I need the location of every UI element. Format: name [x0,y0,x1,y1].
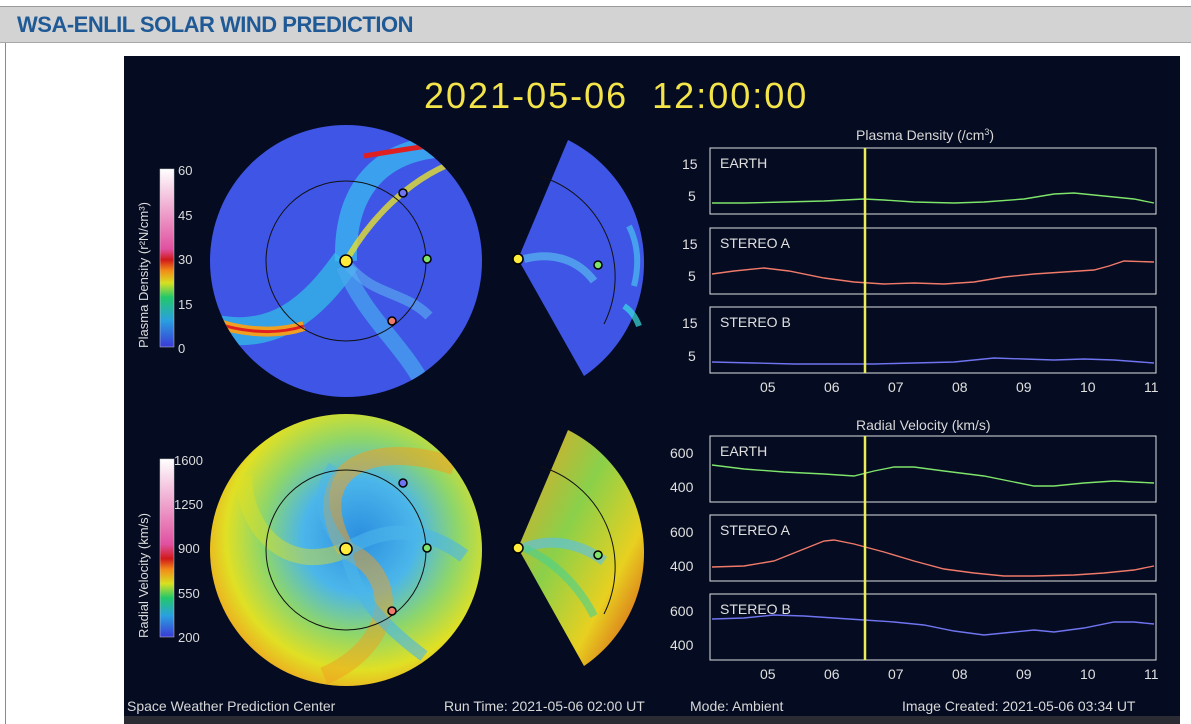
velocity-x-axis: 05 06 07 08 09 10 11 [760,666,1159,682]
velocity-stereo-b-plot: STEREO B 600 400 [670,593,1157,661]
page-title: WSA-ENLIL SOLAR WIND PREDICTION [17,12,413,37]
velocity-stereo-a-plot: STEREO A 600 400 [670,514,1157,582]
velocity-colorbar [159,458,175,638]
svg-text:EARTH: EARTH [720,155,767,171]
density-colorbar-label: Plasma Density (r²N/cm³) [136,202,151,348]
density-stereo-a-plot: STEREO A 15 5 [682,227,1157,295]
svg-text:400: 400 [670,558,694,574]
svg-text:STEREO B: STEREO B [720,314,791,330]
velocity-cb-tick: 900 [178,541,200,556]
density-colorbar [159,168,175,348]
svg-text:08: 08 [952,379,968,395]
earth-marker [422,543,432,553]
svg-text:10: 10 [1080,379,1096,395]
stereo-b-marker [398,188,408,198]
footer-run-time: Run Time: 2021-05-06 02:00 UT [444,698,645,714]
svg-text:15: 15 [682,236,698,252]
sun-marker [339,542,353,556]
density-cb-tick: 15 [178,297,192,312]
svg-text:STEREO A: STEREO A [720,235,791,251]
density-meridional-wedge [518,140,645,376]
timestamp: 2021-05-06 12:00:00 [424,75,808,116]
svg-text:5: 5 [688,268,696,284]
svg-text:08: 08 [952,666,968,682]
wedge-earth-marker [593,550,603,560]
density-plots-title: Plasma Density (/cm3) [856,127,994,143]
sun-marker [339,254,353,268]
svg-text:STEREO A: STEREO A [720,522,791,538]
density-x-axis: 05 06 07 08 09 10 11 [760,379,1159,395]
svg-text:5: 5 [688,348,696,364]
top-strip [0,0,1191,7]
svg-text:11: 11 [1144,666,1159,682]
density-cb-tick: 0 [178,341,185,356]
svg-text:10: 10 [1080,666,1096,682]
footer-created: Image Created: 2021-05-06 03:34 UT [902,698,1136,714]
svg-text:06: 06 [824,666,840,682]
stereo-a-marker [387,316,397,326]
svg-text:05: 05 [760,666,776,682]
wedge-earth-marker [593,260,603,270]
velocity-plots-title: Radial Velocity (km/s) [856,417,991,433]
svg-text:07: 07 [888,666,904,682]
enlil-visualization: 2021-05-06 12:00:00 60 45 30 15 0 Plasma [124,56,1180,724]
svg-text:400: 400 [670,479,694,495]
svg-text:09: 09 [1016,379,1032,395]
velocity-meridional-wedge [518,430,645,666]
svg-text:09: 09 [1016,666,1032,682]
velocity-earth-plot: EARTH 600 400 [670,435,1157,503]
svg-text:5: 5 [688,188,696,204]
svg-text:STEREO B: STEREO B [720,601,791,617]
velocity-colorbar-label: Radial Velocity (km/s) [136,513,151,638]
svg-text:05: 05 [760,379,776,395]
velocity-cb-tick: 550 [178,586,200,601]
density-earth-plot: EARTH 15 5 [682,147,1157,215]
svg-text:600: 600 [670,445,694,461]
stereo-b-marker [398,478,408,488]
wedge-sun-marker [512,542,524,554]
svg-text:15: 15 [682,315,698,331]
svg-text:EARTH: EARTH [720,443,767,459]
svg-text:400: 400 [670,637,694,653]
svg-text:06: 06 [824,379,840,395]
density-cb-tick: 45 [178,208,192,223]
footer-center: Space Weather Prediction Center [127,698,336,714]
wedge-sun-marker [512,253,524,265]
velocity-cb-tick: 1250 [174,497,203,512]
svg-text:600: 600 [670,603,694,619]
page-header: WSA-ENLIL SOLAR WIND PREDICTION [0,7,1191,43]
svg-text:15: 15 [682,156,698,172]
velocity-cb-tick: 200 [178,630,200,645]
stereo-a-marker [387,606,397,616]
velocity-cb-tick: 1600 [174,453,203,468]
density-stereo-b-plot: STEREO B 15 5 [682,306,1157,374]
earth-marker [422,254,432,264]
density-cb-tick: 60 [178,163,192,178]
player-controls-bar[interactable] [124,716,1180,724]
svg-text:600: 600 [670,524,694,540]
footer-mode: Mode: Ambient [690,698,783,714]
svg-text:11: 11 [1144,379,1159,395]
svg-text:07: 07 [888,379,904,395]
density-cb-tick: 30 [178,252,192,267]
